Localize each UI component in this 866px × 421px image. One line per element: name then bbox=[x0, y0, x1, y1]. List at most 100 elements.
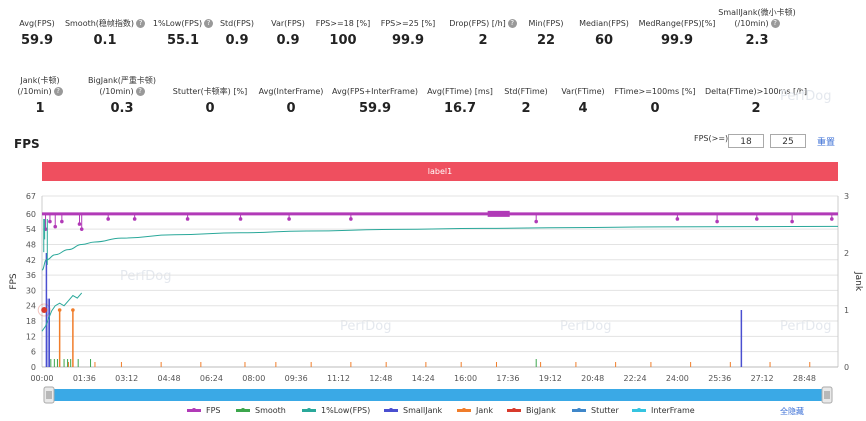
metric-r2-7: Var(FTime) 4 bbox=[523, 86, 643, 116]
fps-dip-point bbox=[349, 217, 353, 221]
legend-swatch bbox=[384, 408, 398, 412]
y-tick-label: 36 bbox=[26, 271, 36, 280]
legend-item-fps[interactable]: FPS bbox=[187, 406, 221, 415]
legend-swatch bbox=[302, 408, 316, 412]
metric-value: 0 bbox=[650, 101, 660, 116]
fps-dip-point bbox=[287, 217, 291, 221]
y-tick-label: 12 bbox=[26, 332, 36, 341]
fps-dip-point bbox=[715, 219, 719, 224]
legend-item-jank[interactable]: Jank bbox=[457, 406, 493, 415]
metric-label: Jank(卡顿) bbox=[20, 76, 60, 85]
metric-label: SmallJank(微小卡顿) bbox=[718, 8, 796, 17]
section-title: FPS bbox=[14, 137, 40, 151]
hide-all-button[interactable]: 全隐藏 bbox=[780, 407, 804, 416]
legend-label: Jank bbox=[476, 406, 493, 415]
x-tick-label: 17:36 bbox=[496, 374, 519, 383]
legend-item-interframe[interactable]: InterFrame bbox=[632, 406, 695, 415]
legend-item-1-low-fps-[interactable]: 1%Low(FPS) bbox=[302, 406, 370, 415]
help-icon[interactable]: ? bbox=[204, 19, 214, 28]
reset-button[interactable]: 重置 bbox=[817, 138, 836, 148]
watermark-text: PerfDog bbox=[340, 319, 392, 334]
metric-r1-10: MedRange(FPS)[%] 99.9 bbox=[617, 18, 737, 48]
bigjank-point bbox=[41, 307, 48, 313]
help-icon[interactable]: ? bbox=[53, 87, 63, 96]
legend-item-smalljank[interactable]: SmallJank bbox=[384, 406, 442, 415]
fps-dip-point bbox=[830, 217, 834, 221]
metric-r2-9: Delta(FTime)>100ms [/h] 2 bbox=[696, 86, 816, 116]
help-icon[interactable]: ? bbox=[136, 19, 146, 28]
metric-label: Std(FTime) bbox=[504, 87, 548, 96]
legend-label: BigJank bbox=[526, 406, 556, 415]
fps-threshold-1-input[interactable]: 18 bbox=[728, 134, 764, 148]
y-tick-label: 18 bbox=[26, 317, 36, 326]
y-tick-label: 6 bbox=[31, 348, 36, 357]
metric-label: 1%Low(FPS)? bbox=[123, 18, 243, 29]
metric-value: 0.9 bbox=[276, 33, 300, 48]
metric-r1-6: FPS>=25 [%] 99.9 bbox=[348, 18, 468, 48]
legend-swatch bbox=[632, 408, 646, 412]
metric-r1-3: Std(FPS) 0.9 bbox=[177, 18, 297, 48]
fps-dip-point bbox=[60, 219, 64, 224]
metric-label: FPS>=25 [%] bbox=[380, 19, 436, 28]
jank-point bbox=[71, 308, 75, 312]
fps-dip-point bbox=[53, 224, 58, 229]
legend-item-bigjank[interactable]: BigJank bbox=[507, 406, 556, 415]
legend-swatch bbox=[236, 408, 250, 412]
metric-value: 0 bbox=[205, 101, 215, 116]
legend-label: InterFrame bbox=[651, 406, 695, 415]
metric-label: Avg(FPS+InterFrame) bbox=[332, 87, 418, 96]
metric-label: MedRange(FPS)[%] bbox=[638, 19, 716, 28]
x-tick-label: 00:00 bbox=[30, 374, 53, 383]
metric-r1-7: Drop(FPS) [/h]? 2 bbox=[423, 18, 543, 48]
fps-dip-point bbox=[132, 217, 137, 221]
x-tick-label: 16:00 bbox=[454, 374, 477, 383]
x-tick-label: 03:12 bbox=[115, 374, 138, 383]
help-icon[interactable]: ? bbox=[770, 19, 780, 28]
x-tick-label: 06:24 bbox=[200, 374, 223, 383]
y-axis-label: FPS bbox=[9, 273, 19, 290]
fps-dip-point bbox=[790, 219, 794, 224]
fps-dense-segment bbox=[487, 210, 510, 217]
metric-r1-8: Min(FPS) 22 bbox=[486, 18, 606, 48]
label-bar[interactable]: label1 bbox=[42, 162, 838, 181]
fps-dip-point bbox=[675, 217, 680, 221]
legend-swatch bbox=[572, 408, 586, 412]
metric-label: Smooth(稳帧指数)? bbox=[45, 18, 165, 29]
x-tick-label: 08:00 bbox=[242, 374, 265, 383]
fps-dip-point bbox=[238, 217, 243, 221]
help-icon[interactable]: ? bbox=[507, 19, 517, 28]
metric-label: BigJank(严重卡顿) bbox=[88, 76, 156, 85]
metric-label: Var(FTime) bbox=[561, 87, 605, 96]
watermark-text: PerfDog bbox=[560, 319, 612, 334]
legend-swatch bbox=[457, 408, 471, 412]
x-tick-label: 09:36 bbox=[285, 374, 308, 383]
time-range-slider[interactable] bbox=[44, 389, 832, 401]
metric-value: 0.1 bbox=[93, 33, 117, 48]
metric-label: Avg(FTime) [ms] bbox=[427, 87, 493, 96]
y2-tick-label: 3 bbox=[844, 192, 849, 201]
legend-swatch bbox=[187, 408, 201, 412]
metric-r2-6: Std(FTime) 2 bbox=[466, 86, 586, 116]
metric-r2-1: BigJank(严重卡顿) (/10min)? 0.3 bbox=[62, 75, 182, 116]
metric-r2-2: Stutter(卡顿率) [%] 0 bbox=[150, 86, 270, 116]
legend-swatch bbox=[507, 408, 521, 412]
metric-value: 59.9 bbox=[20, 33, 54, 48]
fps-threshold-2-input[interactable]: 25 bbox=[770, 134, 806, 148]
metric-value: 55.1 bbox=[166, 33, 200, 48]
metric-value: 99.9 bbox=[391, 33, 425, 48]
metric-label: Stutter(卡顿率) [%] bbox=[172, 87, 248, 96]
help-icon[interactable]: ? bbox=[135, 87, 145, 96]
x-tick-label: 25:36 bbox=[708, 374, 731, 383]
legend-label: FPS bbox=[206, 406, 221, 415]
x-tick-label: 27:12 bbox=[751, 374, 774, 383]
jank-point bbox=[57, 308, 62, 312]
y-tick-label: 30 bbox=[26, 286, 36, 295]
legend-item-smooth[interactable]: Smooth bbox=[236, 406, 286, 415]
metric-value: 22 bbox=[536, 33, 556, 48]
legend-item-stutter[interactable]: Stutter bbox=[572, 406, 619, 415]
metric-label-unit: (/10min)? bbox=[0, 86, 100, 97]
y-tick-label: 60 bbox=[26, 210, 36, 219]
metric-value: 2.3 bbox=[745, 33, 769, 48]
metric-label-unit: (/10min)? bbox=[697, 18, 817, 29]
